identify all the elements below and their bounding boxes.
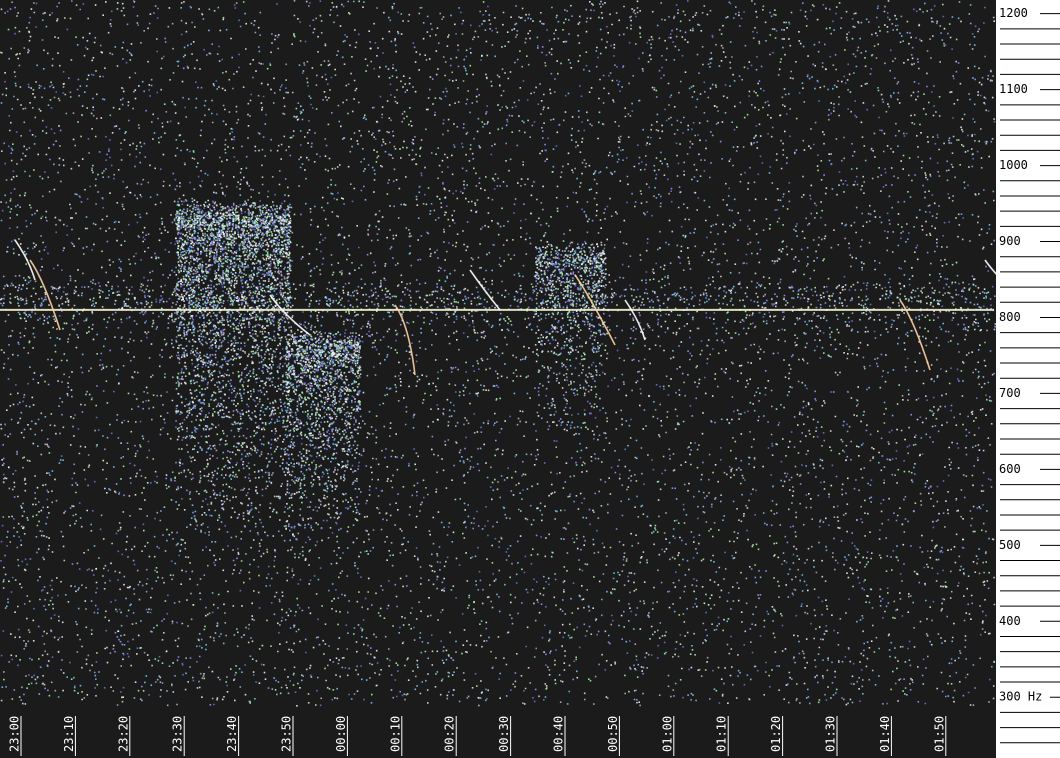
y-tick-label: 700 xyxy=(999,386,1021,400)
x-tick-label: 23:30 xyxy=(171,716,185,752)
y-tick-label: 1200 xyxy=(999,6,1028,20)
x-tick-label: 01:30 xyxy=(824,716,838,752)
axis-panel xyxy=(996,0,1060,758)
x-tick-label: 00:40 xyxy=(552,716,566,752)
x-tick-label: 01:20 xyxy=(769,716,783,752)
y-tick-label: 800 xyxy=(999,310,1021,324)
y-tick-label: 500 xyxy=(999,538,1021,552)
x-tick-label: 01:10 xyxy=(715,716,729,752)
x-tick-label: 23:00 xyxy=(8,716,22,752)
y-tick-label: 1100 xyxy=(999,82,1028,96)
x-tick-label: 23:20 xyxy=(116,716,130,752)
y-tick-label: 1000 xyxy=(999,158,1028,172)
x-tick-label: 23:40 xyxy=(225,716,239,752)
x-tick-label: 23:10 xyxy=(62,716,76,752)
x-tick-label: 23:50 xyxy=(280,716,294,752)
x-tick-label: 01:40 xyxy=(878,716,892,752)
x-tick-label: 01:00 xyxy=(660,716,674,752)
x-tick-label: 00:20 xyxy=(443,716,457,752)
spectrogram-chart: 300 Hz 400 500 600 700 800 900 1000 1100 1200 23:0… xyxy=(0,0,1060,758)
y-tick-label: 600 xyxy=(999,462,1021,476)
x-tick-label: 00:10 xyxy=(388,716,402,752)
y-tick-label: 900 xyxy=(999,234,1021,248)
x-tick-label: 00:00 xyxy=(334,716,348,752)
x-tick-label: 00:50 xyxy=(606,716,620,752)
y-tick-label: 400 xyxy=(999,614,1021,628)
plot-background xyxy=(0,0,996,758)
y-tick-label: 300 Hz xyxy=(999,690,1042,704)
x-tick-label: 01:50 xyxy=(932,716,946,752)
x-tick-label: 00:30 xyxy=(497,716,511,752)
